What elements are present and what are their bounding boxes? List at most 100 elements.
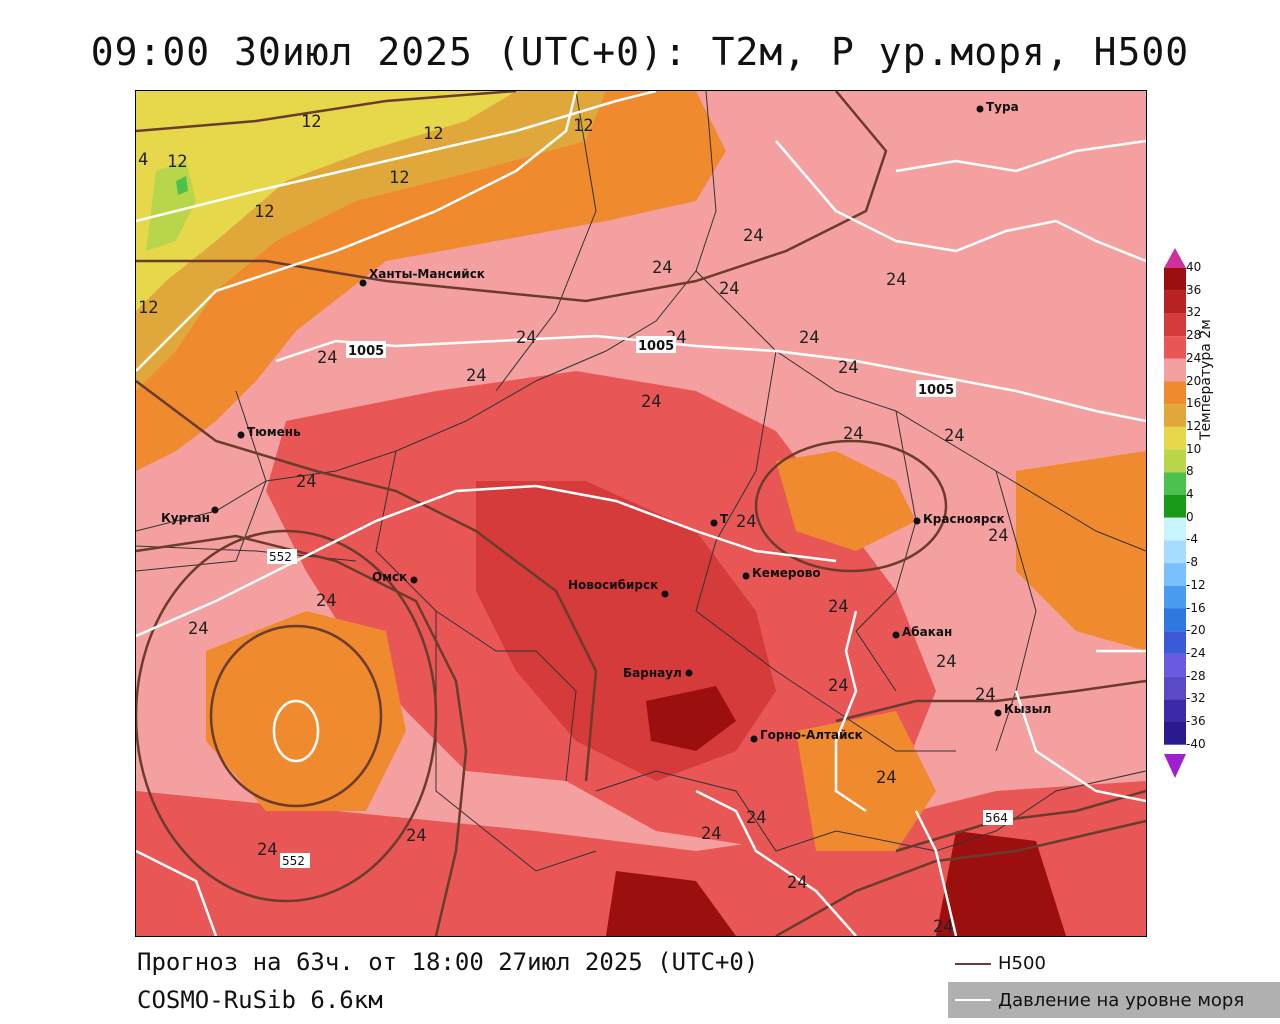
city-label: Кызыл — [1004, 702, 1051, 716]
model-info: COSMO-RuSib 6.6км — [137, 986, 383, 1014]
city-label: Новосибирск — [568, 578, 658, 592]
colorbar-swatch — [1164, 517, 1186, 541]
colorbar-tick-label: 24 — [1186, 350, 1202, 365]
colorbar-swatch — [1164, 585, 1186, 609]
colorbar-tick-label: 4 — [1186, 487, 1194, 501]
colorbar-tick-label: -8 — [1186, 555, 1198, 570]
colorbar-tick-label: 20 — [1186, 373, 1202, 388]
isotherm-labels: 12 12 12 12 12 12 12 4 24 24 24 24 24 24… — [138, 112, 1008, 936]
temp-field-4-8 — [176, 176, 188, 195]
isotherm-label: 24 — [936, 652, 956, 672]
forecast-info: Прогноз на 63ч. от 18:00 27июл 2025 (UTC… — [137, 948, 759, 976]
colorbar-bottom-arrow — [1164, 754, 1186, 778]
isotherm-label: 24 — [886, 270, 906, 290]
colorbar-swatch — [1164, 653, 1186, 677]
colorbar-swatch — [1164, 722, 1186, 745]
colorbar-swatch — [1164, 404, 1186, 427]
city-label: Тура — [986, 100, 1019, 114]
city-dot — [410, 576, 418, 584]
colorbar-swatch — [1164, 472, 1186, 495]
isotherm-label: 24 — [944, 426, 964, 446]
isotherm-label: 24 — [188, 619, 208, 639]
pressure-labels: 1005 1005 1005 — [346, 336, 956, 398]
colorbar-tick-label: 36 — [1186, 282, 1202, 297]
city-label: Курган — [161, 511, 210, 525]
colorbar-tick-label: -20 — [1186, 623, 1206, 638]
colorbar-swatch — [1164, 268, 1186, 291]
isotherm-label: 12 — [254, 202, 274, 222]
h500-label: 552 — [269, 550, 292, 564]
colorbar-tick-label: -40 — [1186, 736, 1206, 751]
temp-field-south-hot-1 — [606, 871, 736, 936]
temp-field-ne-orange — [776, 451, 916, 551]
city-dot — [994, 709, 1002, 717]
isotherm-label: 24 — [988, 526, 1008, 546]
city-dot — [685, 669, 693, 677]
h500-labels: 552 552 564 — [267, 549, 1013, 868]
legend-pressure-label: Давление на уровне моря — [998, 990, 1245, 1011]
forecast-map: 12 12 12 12 12 12 12 4 24 24 24 24 24 24… — [135, 90, 1147, 937]
city-dot — [892, 631, 900, 639]
colorbar-swatch — [1164, 336, 1186, 359]
colorbar-tick-label: -36 — [1186, 714, 1206, 728]
city-dot — [661, 590, 669, 598]
pressure-label: 1005 — [348, 344, 384, 359]
city-dot — [976, 105, 984, 113]
pressure-label: 1005 — [918, 383, 954, 398]
city-dot — [710, 519, 718, 527]
isotherm-label: 24 — [743, 226, 763, 246]
city-markers: Тура Ханты-Мансийск Тюмень Курган Омск Н… — [161, 100, 1051, 743]
colorbar-swatch — [1164, 540, 1186, 564]
isotherm-label: 24 — [746, 808, 766, 828]
temp-field-10-12 — [136, 91, 516, 311]
colorbar-swatch — [1164, 495, 1186, 518]
colorbar-tick-label: 16 — [1186, 396, 1202, 411]
isotherm-label: 24 — [843, 424, 863, 444]
colorbar-tick-label: -12 — [1186, 577, 1206, 592]
temp-field-east-orange — [1016, 451, 1146, 651]
isotherm-label: 24 — [466, 366, 486, 386]
colorbar-tick-label: 10 — [1186, 441, 1202, 456]
temp-field-32-36 — [646, 686, 736, 751]
isotherm-label: 24 — [516, 328, 536, 348]
city-dot — [359, 279, 367, 287]
city-dot — [750, 735, 758, 743]
isotherm-label: 24 — [876, 768, 896, 788]
colorbar-swatch — [1164, 699, 1186, 722]
legend-pressure-box — [948, 982, 1280, 1018]
colorbar-tick-label: -16 — [1186, 600, 1206, 615]
isotherm-label: 12 — [423, 124, 443, 144]
colorbar-tick-label: -28 — [1186, 668, 1206, 683]
city-label: Ханты-Мансийск — [369, 267, 485, 281]
colorbar-tick-label: 8 — [1186, 464, 1194, 479]
isotherm-label: 24 — [296, 472, 316, 492]
city-dot — [211, 506, 219, 514]
colorbar-tick-label: -4 — [1186, 532, 1198, 547]
region-borders — [136, 91, 1146, 872]
h500-label: 564 — [985, 811, 1008, 825]
colorbar-swatch — [1164, 381, 1186, 405]
city-label: Омск — [372, 570, 407, 584]
city-dot — [913, 517, 921, 525]
colorbar-tick-label: -32 — [1186, 691, 1206, 706]
isotherm-label: 24 — [975, 685, 995, 705]
isotherm-label: 4 — [138, 150, 148, 170]
page-title: 09:00 30июл 2025 (UTC+0): T2м, P ур.моря… — [90, 30, 1190, 74]
temp-field-sw-orange — [206, 611, 406, 811]
isotherm-label: 24 — [828, 676, 848, 696]
colorbar-title: Температура 2м — [1198, 319, 1214, 440]
legend-h500-label: H500 — [998, 953, 1046, 974]
colorbar-swatch — [1164, 631, 1186, 654]
isotherm-label: 12 — [389, 168, 409, 188]
colorbar-swatch — [1164, 449, 1186, 473]
isotherm-label: 24 — [317, 348, 337, 368]
colorbar-tick-label: 28 — [1186, 328, 1202, 343]
colorbar-tick-label: 40 — [1186, 260, 1202, 274]
city-dot — [742, 572, 750, 580]
isotherm-label: 24 — [828, 597, 848, 617]
isotherm-label: 24 — [799, 328, 819, 348]
temp-field-north-pink — [1006, 141, 1116, 211]
isotherm-label: 24 — [701, 824, 721, 844]
isotherm-label: 24 — [838, 358, 858, 378]
h500-label: 552 — [282, 854, 305, 868]
